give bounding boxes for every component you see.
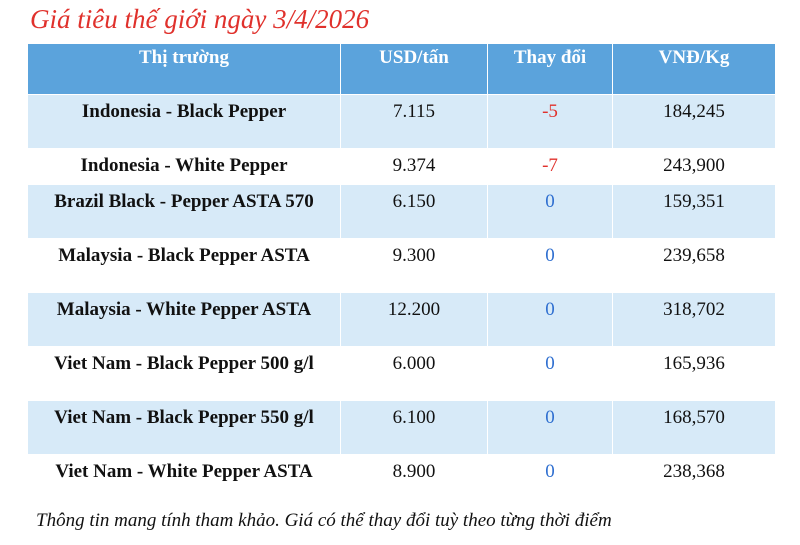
table-cell: 6.100 bbox=[340, 400, 488, 455]
header-cell: Thị trường bbox=[27, 43, 341, 95]
table-row: Viet Nam - Black Pepper 550 g/l 6.100 0 168… bbox=[27, 400, 776, 455]
table-cell: 12.200 bbox=[340, 292, 488, 347]
table-cell: 9.300 bbox=[340, 238, 488, 293]
table-row: Indonesia - Black Pepper 7.115 -5 184,245 bbox=[27, 94, 776, 149]
table-cell: Viet Nam - Black Pepper 500 g/l bbox=[27, 346, 341, 401]
table-cell: Indonesia - Black Pepper bbox=[27, 94, 341, 149]
table-cell: 7.115 bbox=[340, 94, 488, 149]
table-cell: 243,900 bbox=[612, 148, 776, 185]
table-cell: -5 bbox=[487, 94, 613, 149]
table-row: Malaysia - White Pepper ASTA 12.200 0 318,7… bbox=[27, 292, 776, 347]
table-cell: 6.150 bbox=[340, 184, 488, 239]
table-cell: Viet Nam - Black Pepper 550 g/l bbox=[27, 400, 341, 455]
table-row: Malaysia - Black Pepper ASTA 9.300 0 239,65… bbox=[27, 238, 776, 293]
table-cell: 6.000 bbox=[340, 346, 488, 401]
table-cell: 8.900 bbox=[340, 454, 488, 509]
price-table: Thị trường USD/tấn Thay đổi VNĐ/Kg Indonesi… bbox=[27, 43, 776, 509]
table-cell: 184,245 bbox=[612, 94, 776, 149]
table-row: Indonesia - White Pepper 9.374 -7 243,900 bbox=[27, 148, 776, 185]
table-cell: 0 bbox=[487, 238, 613, 293]
table-row: Brazil Black - Pepper ASTA 570 6.150 0 159,… bbox=[27, 184, 776, 239]
title: Giá tiêu thế giới ngày 3/4/2026 bbox=[30, 4, 370, 34]
table-cell: 239,658 bbox=[612, 238, 776, 293]
table-cell: 0 bbox=[487, 346, 613, 401]
table-cell: Viet Nam - White Pepper ASTA bbox=[27, 454, 341, 509]
table-cell: 238,368 bbox=[612, 454, 776, 509]
note: Thông tin mang tính tham khảo. Giá có th… bbox=[36, 510, 612, 531]
table-cell: 0 bbox=[487, 184, 613, 239]
table-cell: 0 bbox=[487, 454, 613, 509]
table-cell: 318,702 bbox=[612, 292, 776, 347]
table-cell: 159,351 bbox=[612, 184, 776, 239]
header-cell: Thay đổi bbox=[487, 43, 613, 95]
header-cell: VNĐ/Kg bbox=[612, 43, 776, 95]
table-cell: Indonesia - White Pepper bbox=[27, 148, 341, 185]
table-cell: Brazil Black - Pepper ASTA 570 bbox=[27, 184, 341, 239]
header-cell: USD/tấn bbox=[340, 43, 488, 95]
table-row: Viet Nam - White Pepper ASTA 8.900 0 238,36… bbox=[27, 454, 776, 509]
table-cell: Malaysia - White Pepper ASTA bbox=[27, 292, 341, 347]
table-cell: 165,936 bbox=[612, 346, 776, 401]
table-cell: 168,570 bbox=[612, 400, 776, 455]
header-row: Thị trường USD/tấn Thay đổi VNĐ/Kg bbox=[27, 43, 776, 95]
table-cell: 0 bbox=[487, 400, 613, 455]
table-cell: 9.374 bbox=[340, 148, 488, 185]
table-cell: Malaysia - Black Pepper ASTA bbox=[27, 238, 341, 293]
table-cell: -7 bbox=[487, 148, 613, 185]
table-row: Viet Nam - Black Pepper 500 g/l 6.000 0 165… bbox=[27, 346, 776, 401]
table-cell: 0 bbox=[487, 292, 613, 347]
